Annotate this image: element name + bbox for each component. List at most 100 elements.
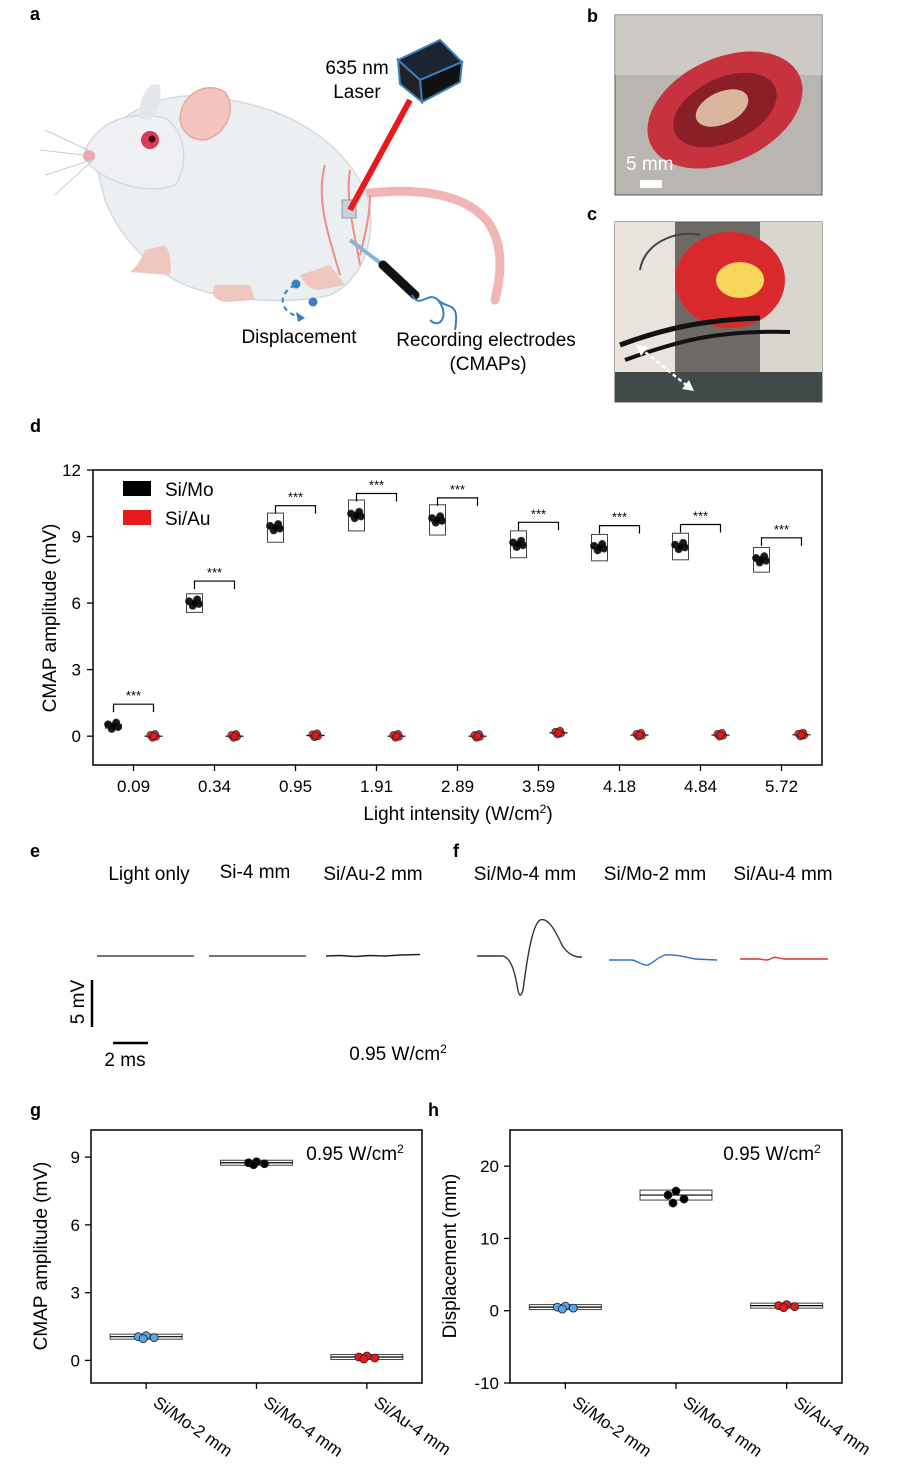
scale-label-voltage: 5 mV [68,980,89,1025]
chart-d-si-au-5-point-4 [554,728,563,737]
panel-letter-h: h [428,1100,439,1120]
surgical-photo-b [614,14,823,196]
chart-d-xtick-label-4: 2.89 [441,777,474,796]
chart-d-si-au-1-point-4 [230,732,239,741]
chart-d-ytick-label-1: 3 [72,661,81,680]
intensity-label-e: 0.95 W/cm2 [349,1042,447,1065]
panel-f-traces: Si/Mo-4 mm Si/Mo-2 mm Si/Au-4 mm [474,864,833,996]
chart-h-frame [509,1129,843,1384]
chart-d-xtick-label-8: 5.72 [765,777,798,796]
chart-d-sig-bracket-8 [760,537,803,546]
chart-d-sig-bracket-1 [193,580,236,590]
chart-d-sig-bracket-2 [274,505,317,514]
experiment-photo-c [614,221,823,403]
chart-g-point-2-3 [359,1354,369,1364]
displacement-arrow-icon [281,279,318,322]
panel-letter-e: e [30,841,40,861]
chart-g-ytick-label-2: 6 [71,1216,80,1235]
panel-letter-a: a [30,4,41,24]
chart-h-xtick-label-0: Si/Mo-2 mm [569,1393,655,1461]
chart-d-ytick-label-4: 12 [62,461,81,480]
recording-electrodes-label: Recording electrodes [396,330,576,351]
panel-letter-c: c [587,204,597,224]
chart-g-point-2-2 [370,1353,380,1363]
chart-d-si-mo-8-point-4 [757,555,766,564]
trace-si-mo-4mm [477,918,582,996]
chart-d-ylabel: CMAP amplitude (mV) [40,524,61,713]
chart-d-sig-bracket-0 [112,703,155,713]
trace-label-si-au-4mm: Si/Au-4 mm [733,864,832,885]
chart-d-si-au-8-point-4 [797,730,806,739]
chart-d-sig-bracket-6 [598,525,641,534]
trace-label-light-only: Light only [108,864,190,885]
chart-h-point-1-0 [663,1190,673,1200]
chart-d-si-au-4-point-4 [473,732,482,741]
chart-h-xtick-label-2: Si/Au-4 mm [790,1393,874,1459]
chart-d-si-mo-6-point-4 [595,543,604,552]
chart-g-point-1-2 [260,1159,269,1169]
panel-letter-d: d [30,416,41,436]
photo-scale-label: 5 mm [626,154,674,175]
chart-d-sig-label-6: *** [612,510,627,525]
chart-d-si-mo-1-point-4 [190,599,199,608]
trace-si-au-4mm [740,956,828,961]
chart-h-point-1-2 [679,1194,689,1204]
chart-d-xtick-label-7: 4.84 [684,777,717,796]
trace-label-si-mo-4mm: Si/Mo-4 mm [474,864,576,885]
chart-h-point-1-3 [668,1198,678,1208]
chart-d-sig-label-8: *** [774,522,789,537]
scale-bar-b [640,180,662,188]
chart-g-point-0-2 [149,1333,159,1343]
chart-d-sig-bracket-4 [436,497,479,506]
chart-g-xtick-label-1: Si/Mo-4 mm [260,1393,346,1461]
chart-g-ytick-label-3: 9 [71,1148,80,1167]
chart-h-xtick-label-1: Si/Mo-4 mm [680,1393,766,1461]
chart-h-point-0-3 [557,1304,567,1314]
chart-d-si-au-7-point-4 [716,731,725,740]
displacement-label: Displacement [241,327,357,348]
legend-swatch-si-au [123,510,151,525]
chart-d-xlabel: Light intensity (W/cm2) [363,802,552,825]
chart-d-xtick-label-3: 1.91 [360,777,393,796]
panel-letter-g: g [30,1100,41,1120]
chart-g-point-0-3 [138,1334,148,1344]
rat-illustration [39,84,505,305]
chart-d-si-au-3-point-4 [392,732,401,741]
recording-electrode-icon [348,238,458,331]
chart-h-point-2-2 [790,1302,800,1312]
chart-h-ytick-label-3: 20 [480,1157,499,1176]
chart-d-si-au-6-point-4 [635,731,644,740]
chart-h-ytick-label-0: -10 [474,1374,499,1393]
scale-label-time: 2 ms [104,1050,145,1071]
chart-g: 0 3 6 9 Si/Mo-2 mm Si/Mo-4 mm Si/Au-4 mm CMAP… [31,1129,455,1461]
trace-label-si-au-2mm: Si/Au-2 mm [323,864,422,885]
chart-d-ytick-label-3: 9 [72,528,81,547]
chart-d-xtick-label-5: 3.59 [522,777,555,796]
chart-d-xtick-label-1: 0.34 [198,777,231,796]
chart-d-si-au-2-point-4 [311,731,320,740]
chart-d-xtick-label-2: 0.95 [279,777,312,796]
legend-label-si-mo: Si/Mo [165,480,214,501]
chart-h-annotation: 0.95 W/cm2 [723,1142,821,1165]
chart-g-point-1-3 [249,1160,258,1170]
chart-d-sig-label-1: *** [207,565,222,580]
chart-g-ytick-label-0: 0 [71,1351,80,1370]
chart-d-sig-bracket-3 [355,492,398,502]
chart-d-si-mo-4-point-4 [433,515,442,524]
trace-label-si-mo-2mm: Si/Mo-2 mm [604,864,706,885]
trace-si-mo-2mm [609,954,718,966]
chart-d-sig-bracket-5 [517,521,560,531]
chart-g-xtick-label-2: Si/Au-4 mm [371,1393,455,1459]
chart-d-sig-label-7: *** [693,509,708,524]
chart-d-ytick-label-2: 6 [72,594,81,613]
chart-g-xtick-label-0: Si/Mo-2 mm [150,1393,236,1461]
chart-d-ytick-label-0: 0 [72,727,81,746]
chart-d-si-mo-0-point-4 [109,722,118,731]
laser-icon [347,38,464,212]
chart-d-sig-bracket-7 [679,523,722,533]
chart-d-sig-label-2: *** [288,490,303,505]
chart-d-si-mo-3-point-4 [352,511,361,520]
chart-d-sig-label-0: *** [126,688,141,703]
legend-swatch-si-mo [123,481,151,496]
